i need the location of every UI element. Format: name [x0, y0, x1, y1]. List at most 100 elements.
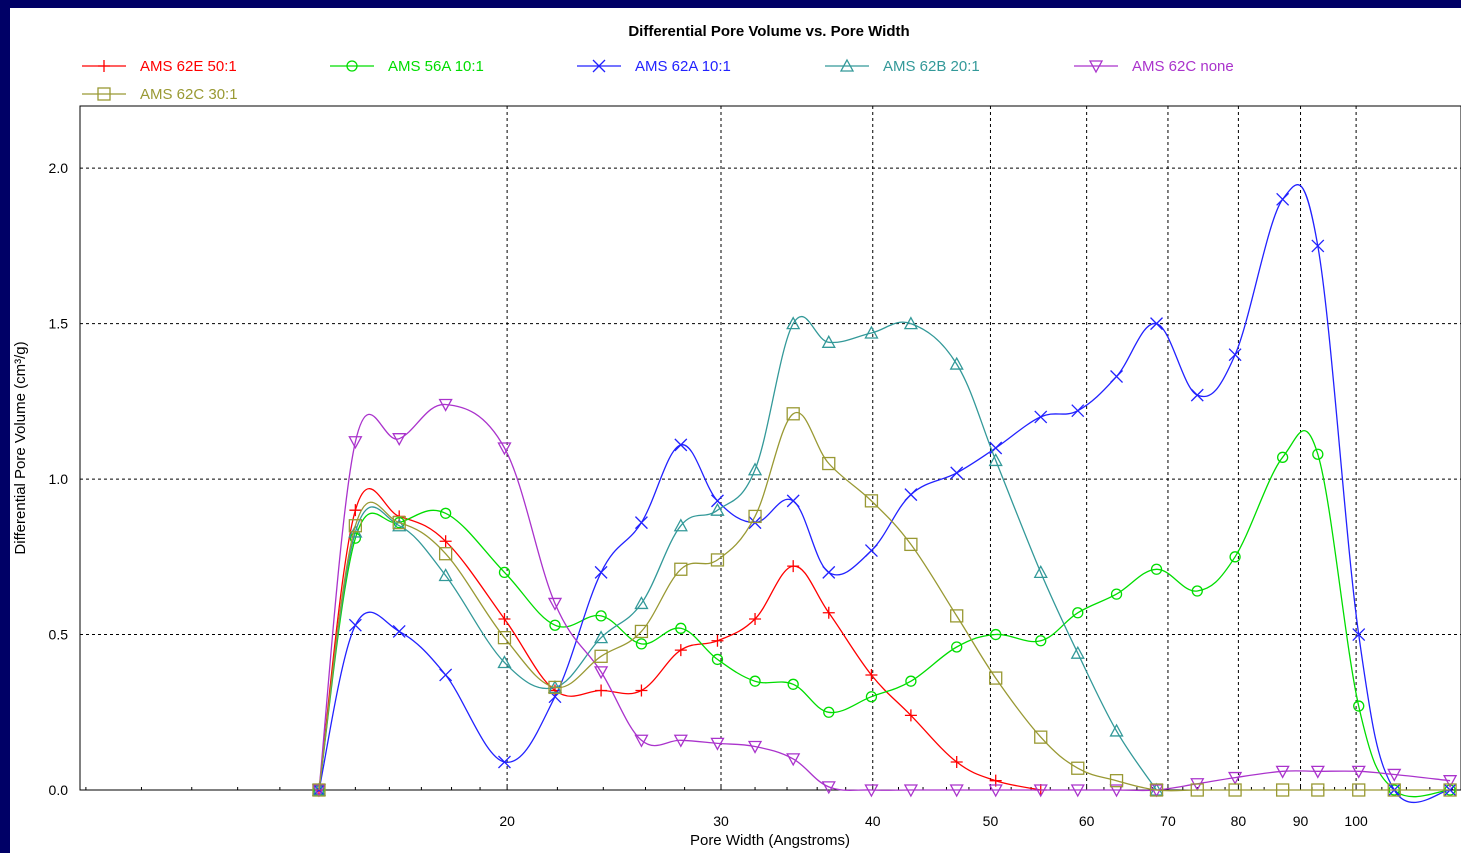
data-point [1351, 765, 1366, 779]
x-tick-label: 80 [1231, 813, 1247, 829]
data-point [1149, 783, 1164, 797]
y-tick-labels: 0.0 0.5 1.0 1.5 2.0 [49, 160, 69, 798]
data-point [988, 784, 1003, 798]
data-point [864, 544, 878, 558]
data-point [822, 565, 836, 579]
series-group [311, 184, 1458, 803]
legend-label: AMS 62C none [1132, 58, 1234, 75]
x-tick-label: 40 [865, 813, 881, 829]
data-point [1275, 765, 1290, 779]
data-point [989, 441, 1003, 455]
data-point [787, 560, 800, 573]
data-point [949, 784, 964, 798]
data-point [990, 628, 1002, 641]
data-point [1110, 588, 1123, 600]
legend-label: AMS 62A 10:1 [635, 58, 731, 75]
data-point [904, 537, 918, 552]
data-point [950, 466, 964, 480]
data-point [1150, 563, 1163, 575]
data-point [348, 519, 363, 533]
data-point [1353, 700, 1365, 712]
data-point [1227, 771, 1243, 785]
data-point [1228, 348, 1242, 362]
series-ams-62e-50-1 [312, 488, 1047, 796]
chart-title: Differential Pore Volume vs. Pore Width [628, 23, 909, 40]
data-point [710, 553, 725, 567]
data-point [865, 691, 878, 703]
data-point [438, 398, 453, 412]
data-point [497, 442, 512, 456]
data-point [822, 606, 835, 619]
data-point [675, 622, 687, 634]
data-point [634, 734, 649, 748]
data-point [312, 783, 326, 797]
data-point [548, 684, 561, 697]
data-point [1070, 784, 1085, 798]
data-point [1191, 585, 1203, 597]
legend-marker [592, 59, 606, 73]
data-point [1190, 783, 1204, 797]
data-point [594, 649, 608, 663]
data-point [392, 518, 407, 532]
data-point [1190, 388, 1204, 402]
data-point [1150, 317, 1163, 331]
data-point [1110, 370, 1124, 383]
data-point [821, 781, 836, 795]
legend-item: AMS 62B 20:1 [825, 58, 980, 75]
data-point [439, 507, 452, 519]
x-tick-label: 50 [983, 813, 999, 829]
data-point [392, 624, 406, 638]
legend-label: AMS 62C 30:1 [140, 86, 238, 103]
x-tick-label: 100 [1344, 813, 1368, 829]
data-point [498, 755, 511, 769]
data-point [1035, 635, 1047, 647]
data-point [988, 453, 1003, 467]
data-point [497, 655, 512, 669]
data-point [822, 456, 836, 471]
data-point [312, 783, 326, 797]
y-tick-label: 0.0 [49, 782, 69, 798]
x-tick-label: 20 [499, 813, 515, 829]
data-point [1275, 783, 1290, 797]
y-tick-label: 0.5 [49, 627, 69, 643]
legend-marker [839, 58, 855, 72]
legend-label: AMS 62E 50:1 [140, 58, 237, 75]
data-point [904, 488, 918, 502]
data-point [548, 680, 562, 695]
data-point [1229, 551, 1241, 563]
data-point [1228, 783, 1242, 797]
data-point [711, 494, 724, 508]
x-tick-labels: 20 30 40 50 60 70 80 90 100 [499, 813, 1368, 829]
data-point [786, 494, 800, 508]
data-point [348, 618, 362, 632]
data-point [1034, 730, 1048, 744]
series-line [318, 403, 1451, 792]
data-point [865, 668, 878, 681]
series-line [318, 411, 1451, 792]
data-point [634, 596, 649, 610]
data-point [786, 753, 801, 767]
series-ams-62c-30-1 [312, 407, 1457, 797]
series-ams-62c-none [311, 398, 1458, 798]
data-point [1311, 783, 1325, 797]
data-point [903, 316, 918, 330]
data-point [864, 494, 879, 508]
legend-marker [1088, 60, 1104, 74]
data-point [950, 609, 964, 623]
data-point [1071, 404, 1085, 418]
data-point [1311, 239, 1325, 253]
data-point [711, 653, 724, 666]
data-point [635, 684, 648, 697]
data-point [1443, 783, 1457, 797]
legend-marker [97, 87, 111, 101]
data-point [904, 709, 917, 722]
data-point [1387, 768, 1402, 782]
legend-item: AMS 62C 30:1 [82, 86, 238, 103]
data-point [392, 515, 406, 530]
legend-marker [346, 60, 358, 72]
data-point [1276, 451, 1289, 463]
plot-area [79, 105, 1461, 791]
data-point [593, 630, 609, 644]
legend-label: AMS 62B 20:1 [883, 58, 980, 75]
data-point [595, 610, 607, 622]
